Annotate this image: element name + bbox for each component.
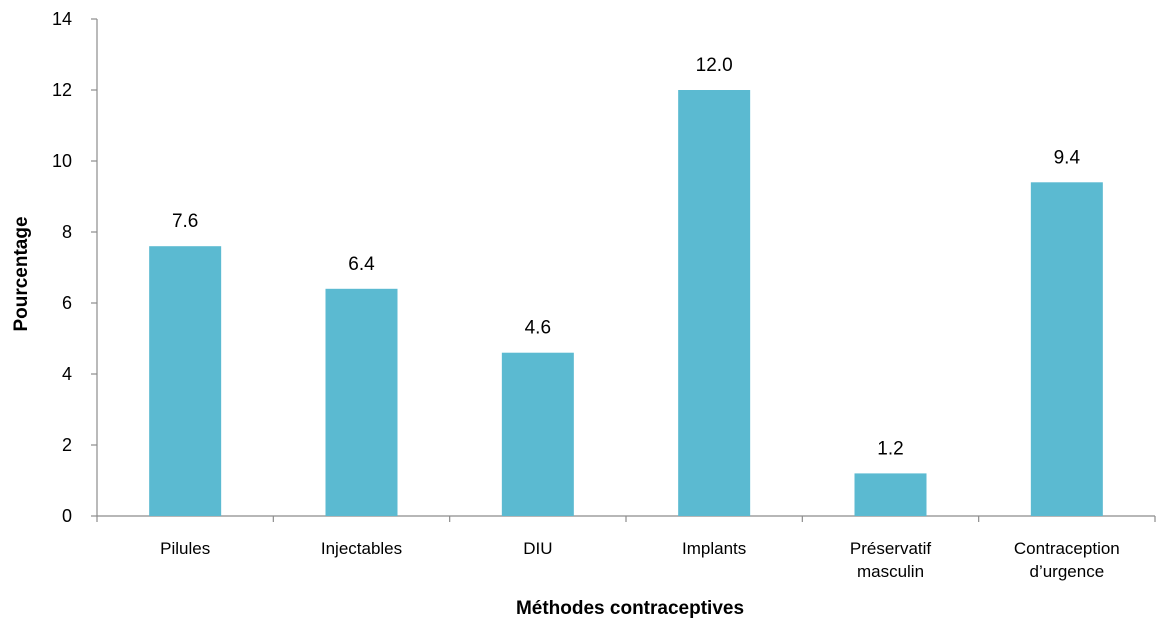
bar <box>501 352 574 516</box>
x-tick-label: Injectables <box>321 539 402 558</box>
y-tick-label: 4 <box>62 364 72 384</box>
y-tick-label: 14 <box>52 9 72 29</box>
y-tick-label: 6 <box>62 293 72 313</box>
y-tick-label: 8 <box>62 222 72 242</box>
y-tick-label: 0 <box>62 506 72 526</box>
x-tick-label: Pilules <box>160 539 210 558</box>
bar <box>678 90 751 516</box>
x-axis: Pilules Injectables DIU Implants Préservatif… <box>96 515 1156 581</box>
y-axis-title: Pourcentage <box>11 216 32 331</box>
x-axis-title: Méthodes contraceptives <box>516 598 744 619</box>
data-label: 7.6 <box>172 211 198 232</box>
data-label: 1.2 <box>877 438 903 459</box>
x-tick-label: Contraception d’urgence <box>1014 539 1120 581</box>
data-label: 9.4 <box>1054 147 1081 168</box>
data-labels: 7.6 6.4 4.6 12.0 1.2 9.4 <box>172 55 1081 459</box>
y-tick-label: 2 <box>62 435 72 455</box>
y-tick-label: 12 <box>52 80 72 100</box>
bar <box>149 246 222 516</box>
bars <box>149 90 1103 517</box>
y-axis: 0 2 4 6 8 10 12 14 <box>52 9 98 526</box>
y-tick-label: 10 <box>52 151 72 171</box>
data-label: 12.0 <box>696 55 733 76</box>
data-label: 6.4 <box>348 254 375 275</box>
x-tick-label: Implants <box>682 539 746 558</box>
bar <box>325 288 398 516</box>
bar <box>1030 182 1103 517</box>
x-tick-label: DIU <box>523 539 552 558</box>
x-tick-label: Préservatif masculin <box>850 539 932 581</box>
data-label: 4.6 <box>525 318 551 339</box>
bar <box>854 473 927 516</box>
